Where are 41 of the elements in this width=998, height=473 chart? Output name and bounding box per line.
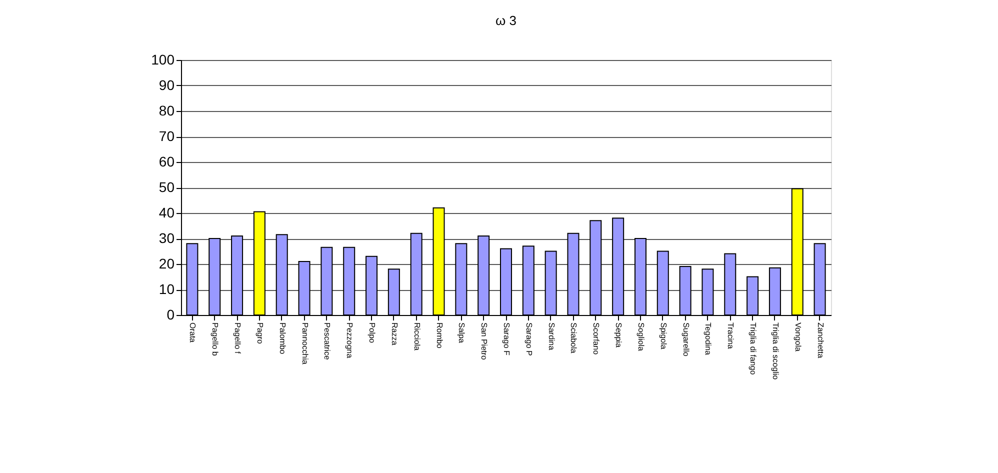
y-tick-label: 90 — [158, 77, 175, 93]
x-tick-label: Sarago F — [502, 322, 511, 356]
y-tick-label: 50 — [158, 179, 175, 195]
y-tick-label: 40 — [158, 204, 175, 220]
x-tick-label: Ricciola — [412, 322, 422, 352]
x-tick-label: Rombo — [434, 322, 444, 349]
x-tick-label: Sogliola — [636, 322, 646, 352]
x-tick-label: Zanchetta — [816, 322, 825, 359]
x-tick-label: Razza — [390, 322, 399, 346]
y-tick-label: 60 — [158, 154, 175, 170]
x-tick-label: Orata — [188, 322, 198, 344]
x-tick-label: Seppia — [614, 322, 624, 348]
x-tick-label: Sardina — [546, 322, 556, 351]
x-tick-label: Scorfano — [592, 322, 601, 356]
x-tick-label: Tegodina — [704, 322, 713, 356]
x-tick-label: Pezzogna — [345, 322, 354, 359]
x-tick-label: Polpo — [368, 322, 377, 344]
x-tick-label: Spigola — [658, 322, 668, 350]
x-tick-label: Palombo — [278, 322, 287, 355]
x-tick-label: Sarago P — [524, 322, 534, 356]
x-tick-label: Pagello b — [210, 322, 220, 356]
y-tick-label: 70 — [158, 128, 175, 144]
x-tick-label: Tracina — [726, 322, 736, 350]
y-tick-label: 100 — [151, 52, 175, 68]
x-tick-label: Triglia di fango — [748, 322, 758, 376]
x-tick-label: Pannocchia — [300, 322, 310, 365]
y-tick-label: 20 — [158, 256, 175, 272]
x-tick-label: Sciabola — [569, 322, 578, 354]
x-tick-label: Sugarello — [681, 322, 690, 357]
x-tick-label: Pescatrice — [322, 322, 332, 360]
x-tick-label: Pagello f — [233, 322, 242, 354]
y-tick-label: 0 — [166, 306, 175, 322]
y-tick-label: 80 — [158, 102, 175, 118]
x-tick-label: Pagro — [255, 322, 264, 344]
y-tick-label: 10 — [158, 281, 175, 297]
chart-title: ω 3 — [496, 13, 516, 28]
x-tick-label: San Pietro — [480, 322, 489, 360]
x-tick-label: Salpa — [457, 322, 466, 344]
x-tick-label: Triglia di scoglio — [770, 322, 780, 380]
y-tick-label: 30 — [158, 230, 175, 246]
x-tick-label: Vongola — [793, 322, 802, 352]
